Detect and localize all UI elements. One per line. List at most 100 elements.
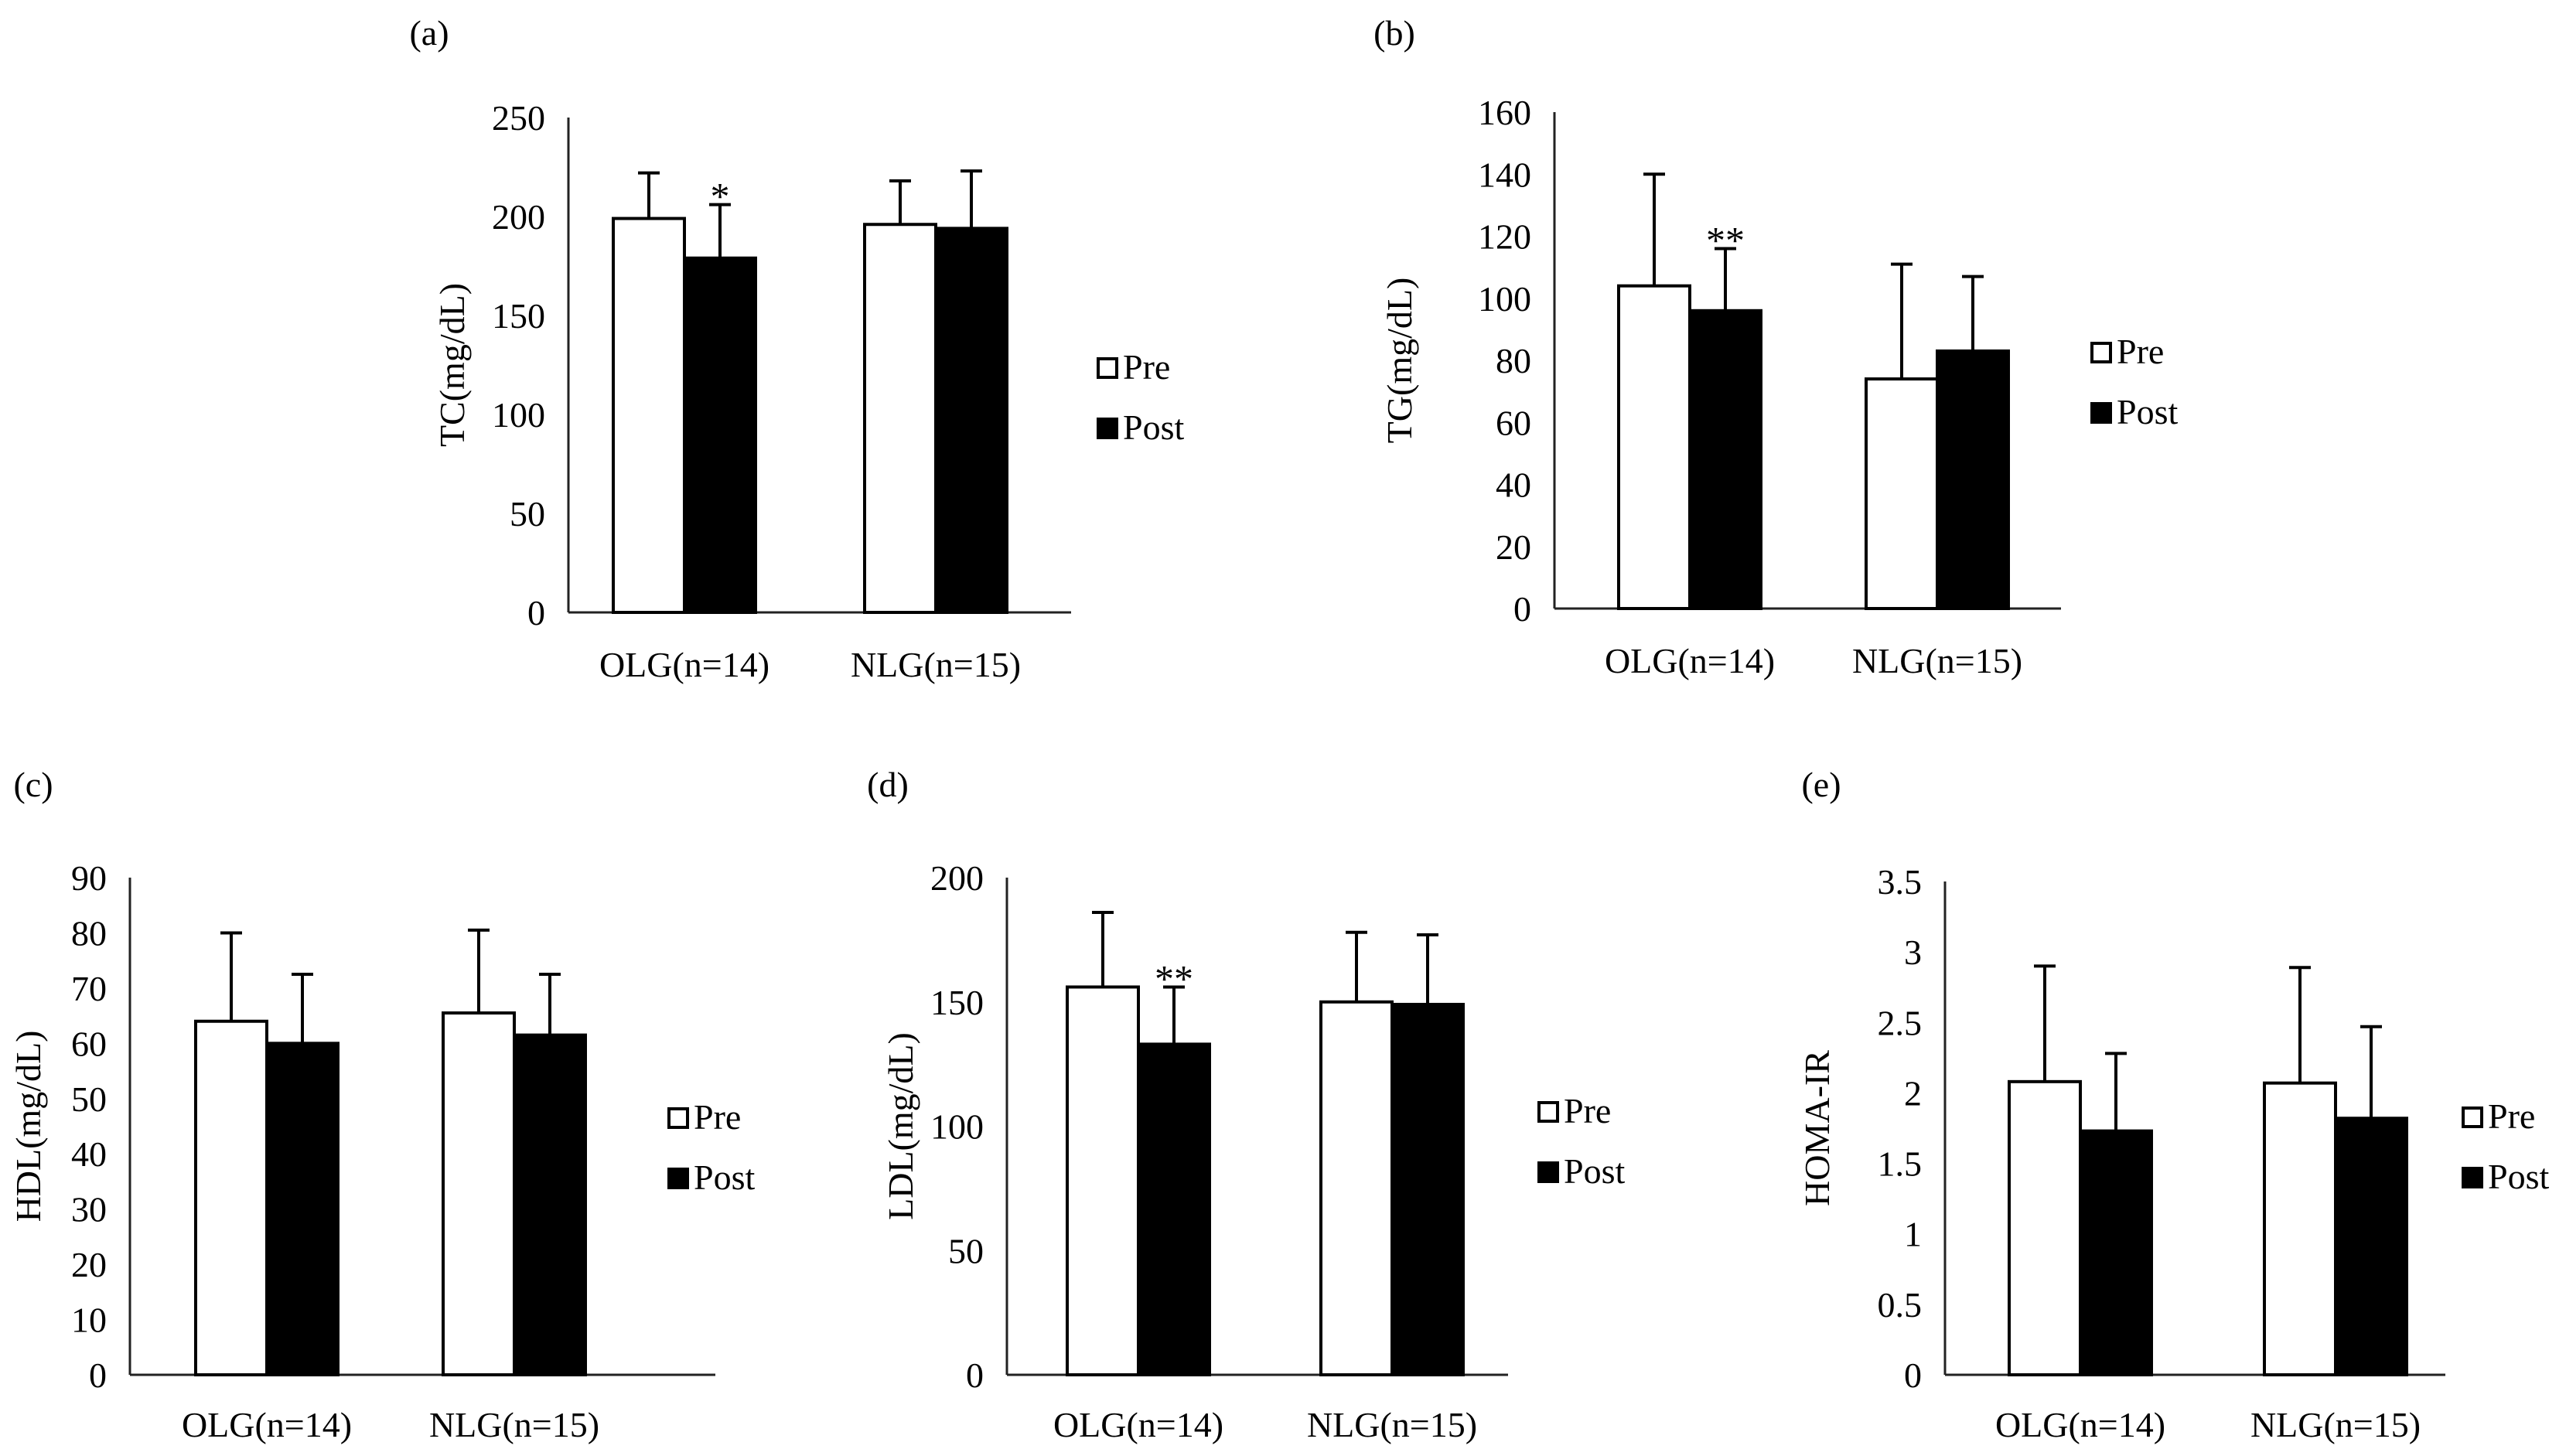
chart-panel-e: (e) 0 0.5 1 1.5 2 2.5 3 3.5 HOMA-IR OLG(n=14) NLG(n…	[1797, 765, 2549, 1444]
legend-label-post: Post	[2117, 392, 2178, 431]
significance-mark: **	[1155, 956, 1193, 1000]
y-tick-label: 100	[1478, 279, 1531, 319]
x-tick-label: OLG(n=14)	[599, 645, 769, 684]
y-axis-title: HDL(mg/dL)	[9, 1031, 48, 1222]
x-tick-label: NLG(n=15)	[1307, 1405, 1477, 1444]
bar-post-olg	[1137, 1042, 1211, 1377]
x-tick-label: OLG(n=14)	[182, 1405, 352, 1444]
legend-swatch-post	[2462, 1167, 2483, 1188]
y-tick-label: 40	[71, 1134, 107, 1174]
panel-label: (e)	[1801, 765, 1841, 804]
y-tick-label: 70	[71, 969, 107, 1008]
bar-pre-nlg	[1865, 377, 1939, 610]
y-tick-label: 0	[966, 1355, 984, 1395]
chart-panel-d: (d) 0 50 100 150 200 LDL(mg/dL) ** OLG(n=14) NLG(…	[867, 765, 1625, 1444]
chart-panel-a: (a) 0 50 100 150 200 250 TC(mg/dL) * OLG(n=14) NLG…	[409, 13, 1184, 684]
legend-label-pre: Pre	[1564, 1091, 1611, 1130]
bar-pre-nlg	[1319, 1000, 1394, 1376]
bar-post-olg	[683, 256, 757, 614]
legend-label-pre: Pre	[2488, 1096, 2535, 1136]
y-tick-label: 150	[492, 296, 545, 336]
y-tick-label: 0	[527, 593, 545, 633]
y-tick-label: 30	[71, 1190, 107, 1229]
bar-post-nlg	[513, 1033, 587, 1377]
y-tick-label: 20	[71, 1245, 107, 1284]
bar-post-nlg	[1390, 1002, 1465, 1376]
y-tick-label: 250	[492, 98, 545, 138]
legend-swatch-pre	[1097, 357, 1118, 379]
y-tick-label: 1.5	[1878, 1144, 1923, 1184]
bar-post-olg	[2079, 1129, 2153, 1377]
bar-pre-olg	[2008, 1079, 2082, 1376]
bar-pre-olg	[1617, 284, 1691, 610]
y-axis-title: TC(mg/dL)	[432, 283, 472, 447]
panel-label: (b)	[1373, 13, 1415, 53]
significance-mark: *	[711, 175, 730, 218]
panel-label: (a)	[409, 13, 449, 53]
y-tick-label: 0.5	[1878, 1285, 1923, 1325]
y-tick-label: 60	[71, 1024, 107, 1063]
legend-label-post: Post	[2488, 1157, 2549, 1196]
bar-post-nlg	[1936, 349, 2010, 610]
y-tick-label: 100	[930, 1107, 984, 1147]
bar-post-olg	[265, 1042, 340, 1377]
y-tick-label: 200	[492, 197, 545, 237]
bar-post-nlg	[934, 227, 1008, 614]
legend-label-post: Post	[1564, 1151, 1625, 1191]
y-tick-label: 80	[71, 913, 107, 953]
y-tick-label: 0	[89, 1355, 107, 1395]
y-tick-label: 60	[1496, 403, 1531, 442]
legend-label-post: Post	[694, 1158, 755, 1197]
legend-swatch-post	[1537, 1161, 1559, 1183]
bar-pre-olg	[612, 217, 686, 614]
legend-label-pre: Pre	[1123, 347, 1170, 387]
y-tick-label: 40	[1496, 465, 1531, 505]
y-tick-label: 0	[1904, 1355, 1922, 1395]
legend-swatch-post	[1097, 418, 1118, 439]
y-tick-label: 2.5	[1878, 1003, 1923, 1042]
legend-swatch-pre	[1537, 1101, 1559, 1123]
y-tick-label: 0	[1513, 589, 1531, 629]
legend-swatch-post	[2090, 402, 2112, 424]
legend-swatch-pre	[667, 1107, 689, 1129]
y-tick-label: 1	[1904, 1215, 1922, 1254]
bar-pre-olg	[1066, 985, 1140, 1376]
significance-mark: **	[1706, 219, 1745, 262]
y-tick-label: 150	[930, 983, 984, 1022]
legend-swatch-pre	[2462, 1106, 2483, 1128]
bar-pre-olg	[194, 1019, 268, 1377]
legend-label-pre: Pre	[694, 1097, 741, 1137]
x-tick-label: NLG(n=15)	[851, 645, 1021, 684]
y-tick-label: 2	[1904, 1073, 1922, 1113]
y-axis-title: LDL(mg/dL)	[881, 1032, 920, 1220]
chart-panel-b: (b) 0 20 40 60 80 100 120 140 160 TG(mg/dL) ** OLG(n…	[1373, 13, 2178, 680]
y-tick-label: 90	[71, 858, 107, 898]
y-tick-label: 3.5	[1878, 862, 1923, 902]
x-tick-label: NLG(n=15)	[429, 1405, 599, 1444]
y-tick-label: 20	[1496, 527, 1531, 567]
y-tick-label: 160	[1478, 93, 1531, 132]
y-tick-label: 120	[1478, 217, 1531, 257]
y-tick-label: 50	[948, 1231, 984, 1270]
x-tick-label: NLG(n=15)	[2250, 1405, 2421, 1444]
x-tick-label: NLG(n=15)	[1852, 641, 2022, 680]
bar-pre-nlg	[863, 223, 937, 614]
y-tick-label: 200	[930, 858, 984, 898]
bar-pre-nlg	[442, 1011, 516, 1377]
legend-swatch-pre	[2090, 342, 2112, 363]
y-tick-label: 100	[492, 395, 545, 435]
y-tick-label: 10	[71, 1301, 107, 1340]
legend-swatch-post	[667, 1168, 689, 1189]
y-axis-title: HOMA-IR	[1797, 1050, 1837, 1206]
y-tick-label: 50	[71, 1079, 107, 1119]
y-tick-label: 3	[1904, 933, 1922, 972]
bar-post-nlg	[2334, 1117, 2408, 1376]
y-tick-label: 80	[1496, 341, 1531, 380]
legend-label-post: Post	[1123, 407, 1184, 447]
x-tick-label: OLG(n=14)	[1605, 641, 1775, 680]
y-axis-title: TG(mg/dL)	[1380, 278, 1419, 444]
panel-label: (d)	[867, 765, 909, 804]
x-tick-label: OLG(n=14)	[1995, 1405, 2165, 1444]
legend-label-pre: Pre	[2117, 332, 2164, 371]
